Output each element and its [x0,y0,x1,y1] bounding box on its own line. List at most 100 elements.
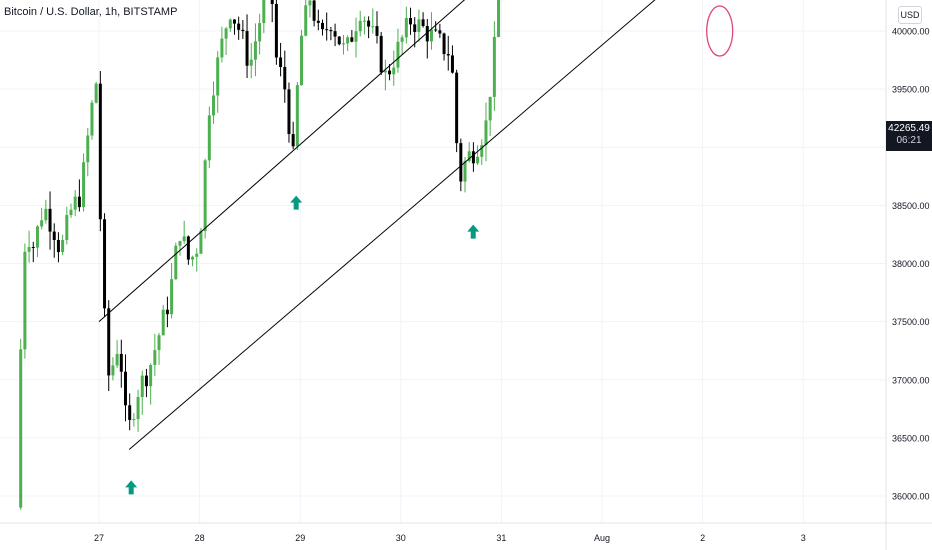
candle-body [174,245,178,280]
arrow-up-icon [467,224,480,239]
candle-body [153,350,157,365]
candle-body [178,241,182,246]
candle-body [392,67,396,75]
candle-body [371,26,375,28]
candle-body [52,231,56,240]
candle-body [379,35,383,73]
candle-body [279,57,283,68]
candle-body [308,0,312,6]
candle-body [492,36,496,97]
candle-body [207,115,211,161]
candle-body [191,256,195,260]
candle-body [216,57,220,96]
x-tick-label: 3 [801,533,806,543]
candle-body [19,349,23,508]
candle-body [312,0,316,21]
candle-body [149,364,153,387]
candle-body [367,20,371,27]
candle-body [161,309,165,336]
bar-countdown: 06:21 [896,135,922,146]
trend-channel-lines [98,0,656,450]
candle-body [182,236,186,242]
candle-body [165,309,169,315]
candle-body [232,19,236,24]
candle-body [421,19,425,26]
currency-button[interactable]: USD [898,6,922,24]
candle-body [23,251,27,350]
candle-body [350,37,354,42]
candle-body [86,135,90,163]
candle-body [136,397,140,420]
candle-body [111,365,115,376]
x-tick-label: 29 [295,533,305,543]
candle-body [429,29,433,42]
candle-body [212,95,216,116]
candle-body [409,18,413,25]
candle-body [375,26,379,36]
candle-body [237,23,241,30]
arrow-up-icon [125,480,138,495]
candle-body [69,209,73,216]
candle-body [354,31,358,42]
candle-body [170,279,174,315]
candle-body [300,35,304,86]
last-price-value: 42265.49 [888,123,930,134]
candle-body [425,25,429,42]
candle-body [262,0,266,24]
candle-body [65,215,69,241]
candle-body [341,43,345,45]
candle-body [73,196,77,210]
y-tick-label: 38500.00 [892,201,930,211]
y-tick-label: 37000.00 [892,375,930,385]
candle-body [304,5,308,36]
candle-body [61,240,65,253]
annotation-circles [706,5,734,57]
candle-body [103,219,107,309]
candle-body [337,36,341,45]
candle-body [287,89,291,135]
candle-body [471,151,475,164]
candle-body [417,19,421,32]
candle-body [48,208,52,232]
y-tick-label: 36500.00 [892,433,930,443]
candle-body [346,37,350,44]
y-tick-label: 37500.00 [892,317,930,327]
candle-body [488,96,492,121]
candle-body [400,37,404,42]
candle-body [253,41,257,60]
candle-body [27,247,31,252]
candle-body [497,0,501,37]
candle-body [333,31,337,37]
candle-body [320,22,324,30]
chart-title: Bitcoin / U.S. Dollar, 1h, BITSTAMP [4,6,178,18]
candle-body [291,134,295,147]
candle-body [274,4,278,58]
annotation-circle [706,5,734,57]
candle-body [404,18,408,38]
y-tick-label: 40000.00 [892,27,930,37]
candle-body [203,160,207,231]
y-tick-label: 38000.00 [892,259,930,269]
candle-body [90,102,94,136]
candle-body [107,308,111,376]
candle-body [442,33,446,55]
x-tick-label: Aug [594,533,610,543]
candle-body [82,162,86,208]
candle-body [258,23,262,42]
candle-body [94,83,98,103]
x-tick-label: 27 [94,533,104,543]
candle-body [450,55,454,73]
candle-body [199,230,203,254]
trend-channel-line [128,0,656,450]
candle-body [388,70,392,75]
candle-body [463,160,467,182]
candle-body [119,353,123,372]
x-tick-label: 28 [195,533,205,543]
candle-body [467,151,471,161]
candle-body [128,405,132,420]
x-tick-label: 2 [700,533,705,543]
signal-arrows [125,195,480,495]
candle-body [77,196,81,208]
